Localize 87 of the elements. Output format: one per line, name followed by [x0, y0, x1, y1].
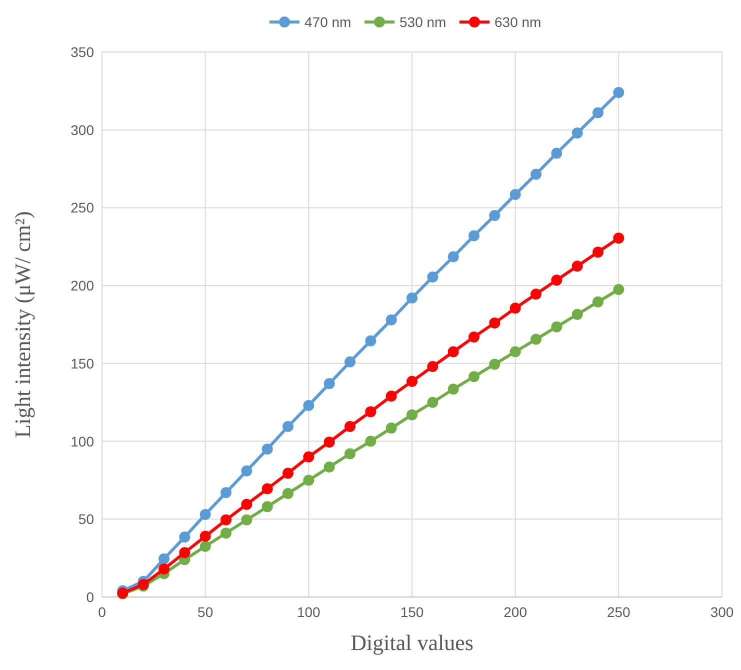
y-axis-title: Light intensity (μW/ cm²): [10, 211, 35, 438]
point: [510, 346, 521, 358]
point: [572, 127, 583, 138]
point: [386, 422, 397, 434]
point: [179, 547, 190, 558]
point: [200, 508, 211, 520]
point: [282, 488, 294, 499]
legend-label: 630 nm: [494, 14, 542, 30]
point: [158, 553, 170, 564]
point: [406, 409, 418, 420]
point: [324, 378, 335, 390]
point: [303, 451, 314, 462]
point: [324, 461, 335, 472]
point: [262, 501, 273, 512]
x-tick-label: 200: [504, 604, 528, 620]
point: [592, 107, 604, 118]
point: [220, 528, 232, 539]
y-tick-label: 0: [86, 589, 94, 605]
y-tick-label: 300: [70, 122, 94, 138]
point: [448, 346, 459, 358]
point: [386, 390, 397, 402]
point: [241, 498, 252, 510]
point: [468, 230, 480, 242]
point: [530, 334, 542, 345]
point: [613, 86, 624, 98]
point: [530, 168, 542, 180]
y-tick-label: 150: [70, 355, 94, 372]
point: [489, 210, 500, 221]
point: [262, 444, 273, 455]
point: [220, 487, 232, 498]
point: [324, 436, 335, 448]
point: [592, 296, 604, 308]
x-tick-label: 100: [296, 604, 321, 620]
point: [282, 420, 294, 432]
point: [344, 356, 356, 368]
point: [468, 331, 480, 342]
point: [613, 232, 624, 244]
point: [448, 384, 459, 395]
point: [551, 321, 562, 332]
legend-label: 470 nm: [304, 14, 352, 30]
point: [303, 474, 314, 486]
point: [241, 514, 252, 526]
point: [262, 483, 273, 494]
y-tick-label: 350: [70, 44, 94, 60]
point: [510, 302, 521, 314]
legend-label: 530 nm: [400, 14, 446, 30]
y-tick-label: 200: [70, 278, 94, 294]
point: [365, 335, 376, 346]
point: [220, 514, 232, 526]
point: [365, 436, 376, 447]
point: [489, 358, 500, 370]
point: [427, 396, 438, 408]
point: [572, 308, 583, 320]
point: [365, 406, 376, 418]
point: [468, 371, 480, 382]
point: [406, 292, 418, 304]
point: [572, 260, 583, 272]
x-tick-label: 250: [606, 604, 631, 620]
point: [530, 288, 542, 300]
point: [344, 420, 356, 432]
point: [303, 400, 314, 411]
point: [592, 246, 604, 258]
point: [551, 274, 562, 286]
point: [427, 361, 438, 372]
point: [158, 563, 170, 574]
point: [406, 376, 418, 387]
point: [344, 448, 356, 460]
point: [200, 540, 211, 552]
point: [427, 272, 438, 283]
x-tick-label: 50: [198, 604, 214, 620]
x-tick-label: 300: [710, 604, 734, 620]
point: [551, 148, 562, 159]
point: [241, 465, 252, 476]
point: [282, 468, 294, 479]
point: [386, 314, 397, 326]
point: [179, 532, 190, 543]
x-tick-label: 0: [98, 604, 106, 620]
y-tick-label: 50: [78, 511, 94, 528]
point: [448, 251, 459, 262]
point: [510, 188, 521, 200]
x-axis-title: Digital values: [350, 630, 474, 655]
point: [613, 284, 624, 295]
y-tick-label: 100: [70, 433, 94, 450]
point: [489, 317, 500, 328]
y-tick-label: 250: [70, 200, 94, 216]
point: [200, 530, 211, 542]
x-tick-label: 150: [400, 604, 424, 620]
